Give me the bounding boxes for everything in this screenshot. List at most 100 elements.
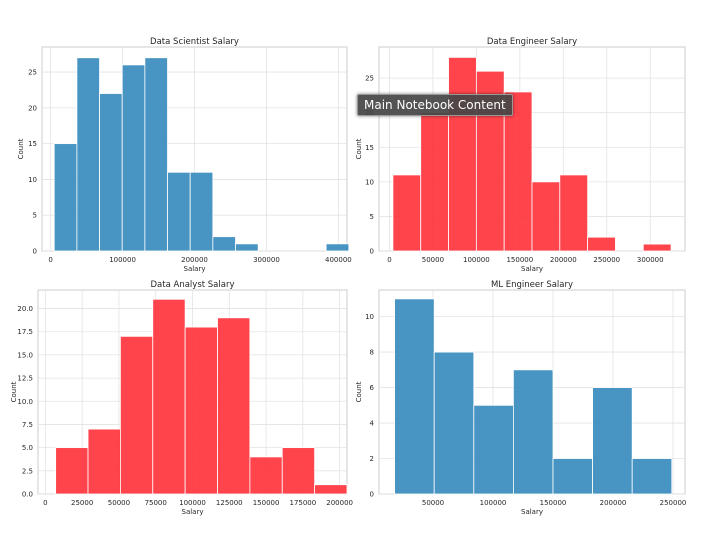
histogram-bar [235, 243, 259, 252]
x-tick-labels: 0 25000 50000 75000 100000 125000 150000 175000… [43, 499, 353, 507]
histogram-bar [249, 456, 283, 495]
histogram-bars [55, 298, 348, 495]
histogram-bar [212, 236, 236, 252]
y-tick-labels: 0.0 2.5 5.0 7.5 10.0 12.5 15.0 17.5 20.0 [17, 305, 33, 498]
y-tick-label: 17.5 [17, 328, 33, 336]
x-tick-label: 100000 [463, 256, 490, 264]
histogram-bar [503, 91, 533, 252]
histogram-bar [55, 447, 89, 495]
histogram-bar [76, 57, 100, 252]
x-tick-label: 0 [48, 256, 52, 264]
chart-title: ML Engineer Salary [491, 280, 573, 290]
x-tick-label: 0 [43, 499, 47, 507]
x-tick-label: 150000 [253, 499, 280, 507]
histogram-bar [99, 93, 123, 252]
histogram-bar [189, 171, 214, 252]
x-tick-label: 300000 [253, 256, 280, 264]
y-axis-label: Count [355, 381, 363, 402]
histogram-bar [473, 404, 514, 495]
subplot-data-analyst-salary: 0 25000 50000 75000 100000 125000 150000 175000… [10, 280, 353, 516]
x-tick-labels: 50000 100000 150000 200000 250000 [422, 499, 687, 507]
x-tick-label: 200000 [550, 256, 577, 264]
y-tick-label: 0 [370, 248, 374, 256]
x-tick-label: 0 [387, 256, 391, 264]
histogram-bar [87, 428, 121, 495]
chart-title: Data Scientist Salary [150, 37, 239, 47]
x-tick-labels: 0 100000 200000 300000 400000 [48, 256, 351, 264]
histogram-bar [184, 326, 218, 495]
y-tick-label: 6 [370, 384, 375, 392]
y-tick-label: 15 [28, 140, 37, 148]
y-tick-label: 15.0 [17, 351, 33, 359]
y-tick-label: 25 [28, 69, 37, 77]
histogram-bar [531, 181, 561, 252]
y-tick-label: 7.5 [22, 421, 33, 429]
histogram-bar [642, 243, 672, 252]
y-tick-labels: 0 2 4 6 8 10 [365, 313, 374, 498]
histogram-bar [121, 64, 146, 252]
histogram-bar [314, 484, 348, 495]
x-tick-label: 50000 [108, 499, 130, 507]
histogram-bar [587, 236, 616, 252]
histogram-bar [592, 387, 633, 495]
x-tick-label: 100000 [480, 499, 507, 507]
y-tick-label: 25 [365, 75, 374, 83]
y-tick-label: 20 [28, 104, 37, 112]
histogram-bar [53, 143, 78, 252]
x-axis-label: Salary [184, 265, 206, 273]
x-tick-label: 50000 [422, 256, 444, 264]
y-tick-label: 8 [370, 349, 374, 357]
y-tick-label: 4 [370, 420, 375, 428]
x-tick-label: 150000 [540, 499, 567, 507]
x-tick-label: 50000 [422, 499, 444, 507]
histogram-bar [513, 369, 554, 495]
y-tick-labels: 0 5 10 15 20 25 [28, 69, 37, 256]
y-axis-label: Count [10, 381, 18, 402]
histogram-bar [394, 298, 435, 495]
y-axis-label: Count [355, 138, 363, 159]
histogram-bar [420, 112, 449, 252]
x-tick-label: 200000 [181, 256, 208, 264]
y-tick-label: 10.0 [17, 398, 33, 406]
x-tick-labels: 0 50000 100000 150000 200000 250000 300000 [387, 256, 663, 264]
chart-title: Data Engineer Salary [487, 37, 577, 47]
histogram-bar [552, 458, 593, 495]
x-tick-label: 250000 [660, 499, 687, 507]
chart-title: Data Analyst Salary [151, 280, 235, 290]
x-tick-label: 100000 [179, 499, 206, 507]
x-tick-label: 75000 [145, 499, 167, 507]
x-tick-label: 200000 [326, 499, 353, 507]
y-tick-label: 20.0 [17, 305, 33, 313]
x-tick-label: 175000 [289, 499, 316, 507]
x-axis-label: Salary [182, 508, 204, 516]
y-tick-label: 0 [370, 491, 374, 499]
x-axis-label: Salary [521, 265, 543, 273]
x-tick-label: 250000 [593, 256, 620, 264]
histogram-bars [53, 57, 350, 252]
histogram-bar [144, 57, 168, 252]
histogram-bar [325, 243, 350, 252]
histogram-bar [152, 298, 186, 495]
x-tick-label: 300000 [637, 256, 664, 264]
histogram-bar [433, 351, 475, 495]
y-tick-label: 10 [365, 178, 374, 186]
x-axis-label: Salary [521, 508, 543, 516]
subplot-ml-engineer-salary: 50000 100000 150000 200000 250000 0 2 4 6 8 10 ML… [355, 280, 686, 516]
histogram-bars [392, 56, 672, 252]
y-tick-label: 10 [365, 313, 374, 321]
histogram-bar [281, 447, 316, 495]
x-tick-label: 400000 [325, 256, 352, 264]
y-tick-label: 5.0 [22, 444, 33, 452]
subplot-data-engineer-salary: 0 50000 100000 150000 200000 250000 300000 0 5 1… [355, 37, 686, 273]
histogram-bar [167, 171, 191, 252]
notebook-tooltip: Main Notebook Content [357, 94, 513, 116]
x-tick-label: 100000 [109, 256, 136, 264]
y-tick-label: 2 [370, 455, 374, 463]
histogram-bar [392, 174, 422, 252]
y-tick-label: 10 [28, 176, 37, 184]
histogram-bar [631, 458, 673, 495]
histogram-bar [217, 317, 251, 495]
histogram-bar [448, 56, 477, 252]
x-tick-label: 150000 [506, 256, 533, 264]
